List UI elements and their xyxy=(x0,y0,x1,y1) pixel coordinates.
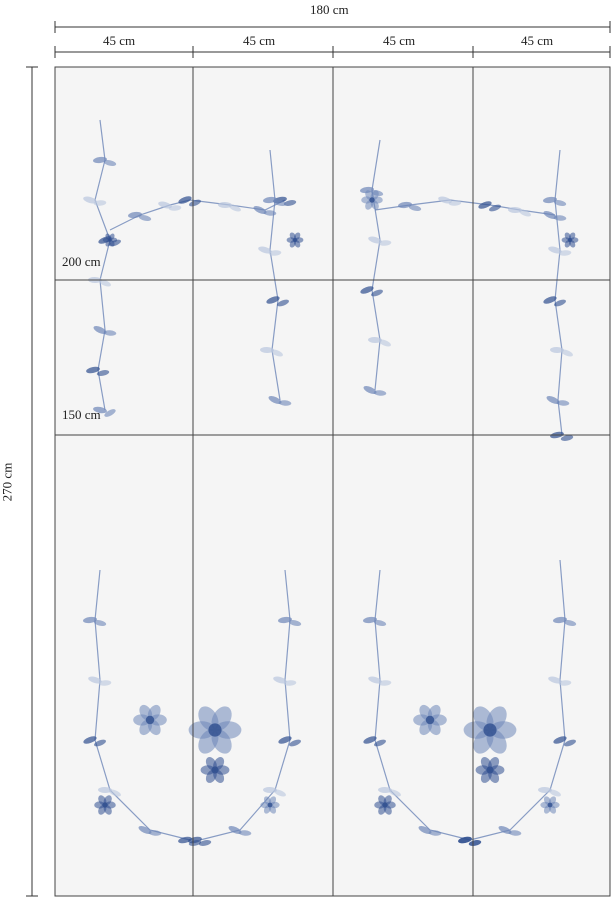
total-height-dimension xyxy=(26,66,38,897)
panel-width-label-4: 45 cm xyxy=(521,33,554,48)
panel-width-label-1: 45 cm xyxy=(103,33,136,48)
height-mark-150: 150 cm xyxy=(62,407,101,422)
height-mark-200: 200 cm xyxy=(62,254,101,269)
panel-width-label-2: 45 cm xyxy=(243,33,276,48)
total-width-label: 180 cm xyxy=(310,2,349,17)
total-width-dimension xyxy=(54,21,611,33)
panel-grid xyxy=(54,66,611,897)
panel-width-dimensions xyxy=(54,46,611,58)
total-height-label: 270 cm xyxy=(0,462,15,502)
floral-artwork xyxy=(83,119,579,846)
panel-width-label-3: 45 cm xyxy=(383,33,416,48)
